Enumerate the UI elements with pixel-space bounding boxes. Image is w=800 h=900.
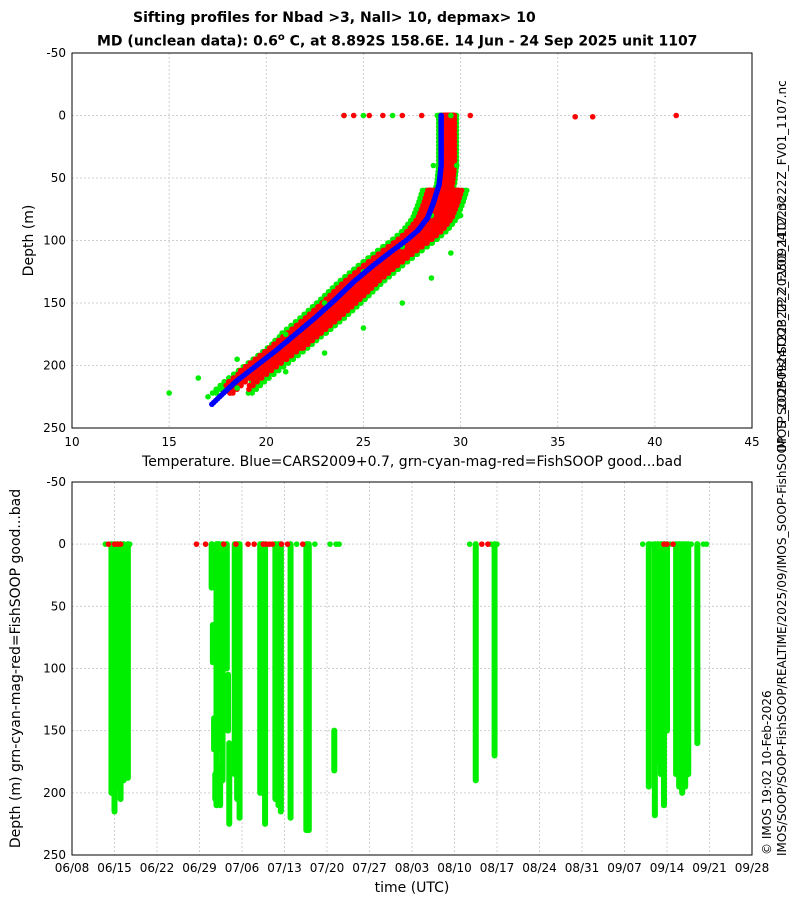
good-point	[217, 382, 224, 389]
x-tick-label: 10	[64, 435, 79, 449]
y-tick-label: 0	[58, 109, 66, 123]
x-tick-label: 45	[744, 435, 759, 449]
y-tick-label: 200	[43, 359, 66, 373]
x-tick-label: 35	[550, 435, 565, 449]
x-axis-label: Temperature. Blue=CARS2009+0.7, grn-cyan…	[141, 454, 682, 470]
title-degree-mark: o	[277, 32, 285, 43]
y-tick-label: 50	[51, 171, 66, 185]
chart-title-line2: MD (unclean data): 0.6o C, at 8.892S 158…	[97, 32, 697, 50]
title-md-suffix: C, at 8.892S 158.6E. 14 Jun - 24 Sep 202…	[284, 33, 698, 50]
title-md-prefix: MD (unclean data): 0.6	[97, 33, 278, 50]
x-tick-label: 25	[356, 435, 371, 449]
x-tick-label: 20	[259, 435, 274, 449]
y-tick-label: 100	[43, 234, 66, 248]
x-tick-label: 30	[453, 435, 468, 449]
y-tick-label: -50	[46, 46, 66, 60]
y-tick-label: 150	[43, 296, 66, 310]
y-tick-label: 250	[43, 421, 66, 435]
x-tick-label: 15	[162, 435, 177, 449]
good-point	[209, 390, 216, 396]
temperature-depth-chart: 10 15 20 25 30 35 40 45 -50 0 50 100 150 200 250 Temper…	[21, 46, 760, 470]
good-point	[213, 386, 220, 393]
x-tick-label: 40	[647, 435, 662, 449]
chart-title-line1: Sifting profiles for Nbad >3, Nall> 10, …	[133, 10, 536, 26]
y-axis-label: Depth (m)	[21, 205, 37, 277]
